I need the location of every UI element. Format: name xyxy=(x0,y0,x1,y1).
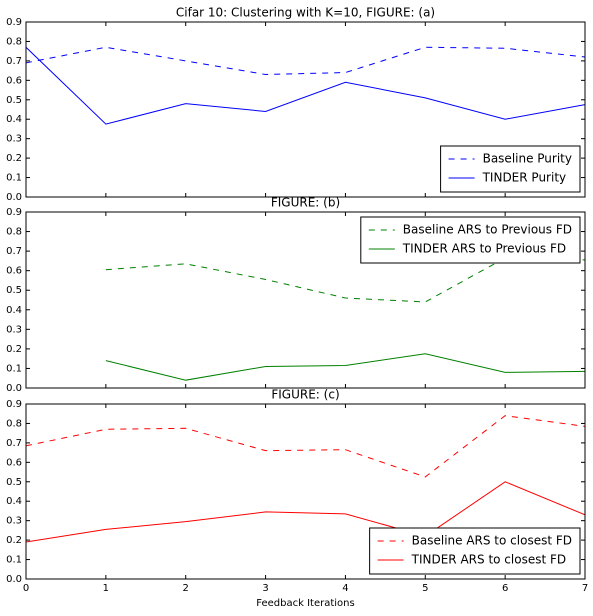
x-axis-label: Feedback Iterations xyxy=(256,598,354,609)
legend-label: TINDER ARS to Previous FD xyxy=(402,242,566,256)
y-tick-label: 0.3 xyxy=(6,134,22,145)
series-line xyxy=(26,46,585,125)
legend: Baseline ARS to Previous FD TINDER ARS to… xyxy=(360,216,581,264)
legend-label: Baseline ARS to closest FD xyxy=(412,534,572,548)
y-tick-label: 0.8 xyxy=(6,36,22,47)
y-tick-label: 0.4 xyxy=(6,496,22,507)
y-tick-label: 0.7 xyxy=(6,438,22,449)
series-line xyxy=(26,481,585,543)
legend-box xyxy=(369,527,581,575)
y-tick-label: 0.7 xyxy=(6,246,22,257)
y-tick-label: 0.3 xyxy=(6,324,22,335)
series-line xyxy=(105,257,585,303)
y-tick-label: 0.9 xyxy=(6,399,22,410)
y-tick-label: 0.0 xyxy=(6,574,22,585)
plot-frame xyxy=(25,403,586,580)
y-tick-label: 0.6 xyxy=(6,75,22,86)
series-line xyxy=(26,46,585,76)
y-tick-label: 0.4 xyxy=(6,114,22,125)
y-tick-label: 0.4 xyxy=(6,305,22,316)
y-tick-label: 0.3 xyxy=(6,516,22,527)
chart-title: FIGURE: (b) xyxy=(271,196,340,210)
plot-frame xyxy=(25,21,586,198)
legend: Baseline Purity TINDER Purity xyxy=(440,145,581,193)
x-tick-label: 5 xyxy=(422,583,428,594)
legend-label: TINDER ARS to closest FD xyxy=(411,553,566,567)
y-tick-label: 0.5 xyxy=(6,477,22,488)
y-tick-label: 0.2 xyxy=(6,344,22,355)
y-tick-label: 0.0 xyxy=(6,383,22,394)
y-tick-label: 0.6 xyxy=(6,457,22,468)
x-tick-label: 6 xyxy=(502,583,508,594)
x-tick-label: 3 xyxy=(262,583,268,594)
y-tick-label: 0.6 xyxy=(6,266,22,277)
y-tick-label: 0.8 xyxy=(6,227,22,238)
legend-label: Baseline Purity xyxy=(483,152,572,166)
x-tick-label: 4 xyxy=(342,583,348,594)
y-tick-label: 0.2 xyxy=(6,153,22,164)
y-tick-label: 0.1 xyxy=(6,555,22,566)
x-tick-label: 0 xyxy=(23,583,29,594)
x-tick-label: 1 xyxy=(103,583,109,594)
y-tick-label: 0.2 xyxy=(6,535,22,546)
y-tick-label: 0.1 xyxy=(6,363,22,374)
chart-title: Cifar 10: Clustering with K=10, FIGURE: … xyxy=(176,6,435,20)
plot-frame xyxy=(25,211,586,389)
y-tick-label: 0.5 xyxy=(6,285,22,296)
legend-label: TINDER Purity xyxy=(482,171,567,185)
legend-box xyxy=(360,216,581,264)
legend: Baseline ARS to closest FD TINDER ARS to … xyxy=(369,527,581,575)
y-tick-label: 0.9 xyxy=(6,207,22,218)
y-tick-label: 0.7 xyxy=(6,56,22,67)
chart-title: FIGURE: (c) xyxy=(271,388,339,402)
x-tick-label: 2 xyxy=(183,583,189,594)
legend-box xyxy=(440,145,581,193)
series-line xyxy=(105,353,585,381)
y-tick-label: 0.8 xyxy=(6,418,22,429)
legend-label: Baseline ARS to Previous FD xyxy=(403,223,572,237)
series-line xyxy=(26,415,585,478)
y-tick-label: 0.0 xyxy=(6,192,22,203)
y-tick-label: 0.5 xyxy=(6,95,22,106)
y-tick-label: 0.9 xyxy=(6,17,22,28)
x-tick-label: 7 xyxy=(582,583,588,594)
y-tick-label: 0.1 xyxy=(6,173,22,184)
